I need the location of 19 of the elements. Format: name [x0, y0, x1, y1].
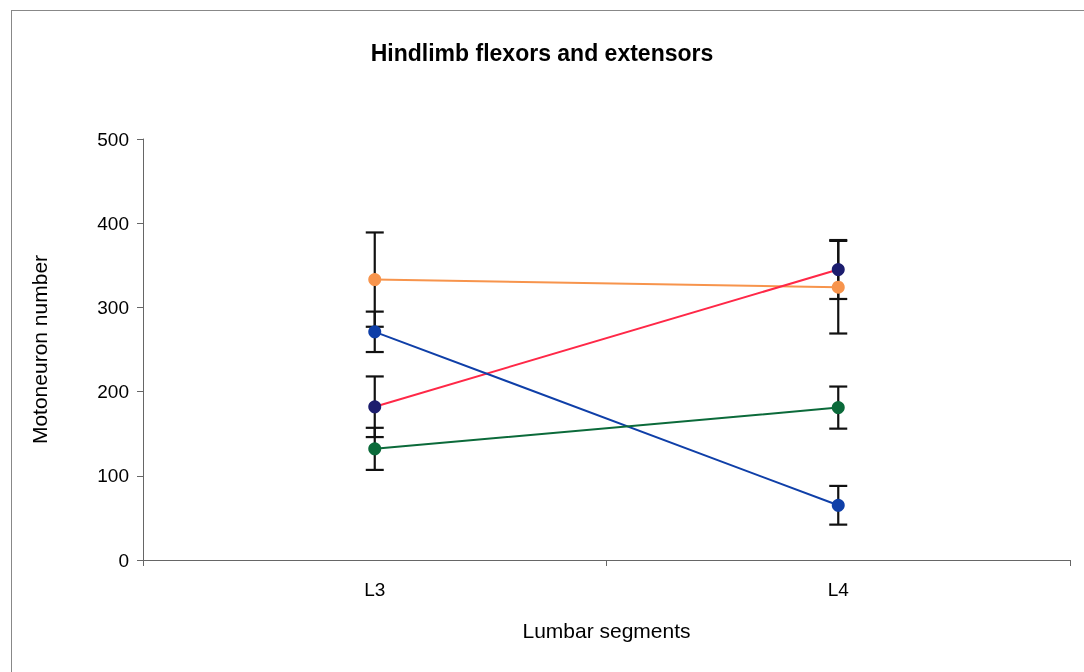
point — [368, 442, 382, 456]
x-axis-title: Lumbar segments — [522, 619, 691, 642]
y-tick-label: 500 — [97, 128, 129, 150]
y-axis-title: Motoneuron number — [28, 254, 51, 445]
y-tick-label: 400 — [97, 212, 129, 234]
x-tick-label: L4 — [827, 579, 850, 600]
x-tick-label: L3 — [364, 579, 386, 600]
y-tick-label: 100 — [97, 465, 129, 487]
point — [368, 325, 382, 339]
point — [831, 280, 845, 294]
y-tick-label: 0 — [118, 549, 129, 571]
y-tick-label: 300 — [97, 296, 129, 318]
chart-title: Hindlimb flexors and extensors — [370, 39, 714, 66]
point — [368, 400, 382, 414]
point — [831, 401, 845, 415]
point — [831, 498, 845, 512]
point — [368, 273, 382, 287]
y-tick-label: 200 — [97, 381, 129, 403]
point — [831, 263, 845, 277]
